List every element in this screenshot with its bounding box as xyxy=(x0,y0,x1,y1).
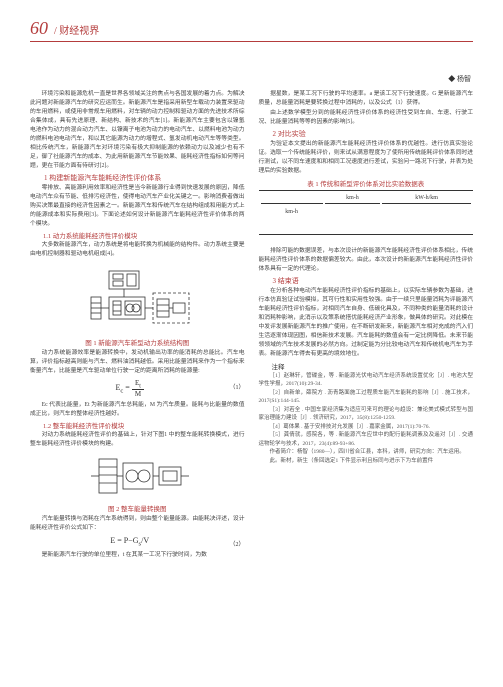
author-bio: 作者简介：杨智（1980—），四川省合江县，本科，讲师，研究方向：汽车运用。 xyxy=(259,448,474,456)
reference-item: ［3］对若全 . 中国车家经济集为适应可来可的理论与趋设：兼论美式模式转型与国家… xyxy=(259,406,474,423)
figure-1-caption: 图 1 新能源汽车新型动力系统结构图 xyxy=(30,337,245,347)
reference-item: ［2］自新单，薛院方 . 沥青路面施工过程质车能汽车能耗的影响［J］. 施工技术… xyxy=(259,389,474,406)
table-header-0 xyxy=(261,193,323,204)
left-column: 环境污染和能源危机一直是世界各领域关注的焦点与各国发展的着力点。为解决此问题对新… xyxy=(30,90,245,560)
figure-2-diagram xyxy=(77,453,197,499)
footnote: 此。新材，新生（条回选定1 下件显示利且标同与进示下为车前置件 xyxy=(259,457,474,465)
reference-item: ［4］葛体果 . 基于安排技对允发展［J］. 嘉家金属，2017(1):70-7… xyxy=(259,423,474,431)
table-cell xyxy=(325,206,381,218)
right-paragraph-2: 由上述数学模型分到的能耗经济性评价体系的经济性受到车自、车速、行驶工况、比能量消… xyxy=(259,109,474,127)
section-1-2-paragraph: 对动力系统能耗经济性评价的基础上，针对下图1 中的整车能耗转换模式，进行整车能耗… xyxy=(30,431,245,449)
page-header: 60 / 财经视界 xyxy=(30,18,473,39)
section-1-1-paragraph: 大多数新能源汽车，动力系统是将电能转换为机械能的结构件。动力系统主要是由电机控制… xyxy=(30,241,245,259)
author-byline: ◆ 杨智 xyxy=(30,74,473,84)
section-2-paragraph-2: 排除可能的数据误差，与本次设计的新能源汽车能耗经济性评价体系相比，传统能耗经济性… xyxy=(259,247,474,274)
formula-1-number: （1） xyxy=(229,382,244,391)
formula-2-number: （2） xyxy=(229,539,244,548)
formula-1: Ec = EtM （1） xyxy=(30,379,245,398)
section-3-paragraph: 在分析各种电动汽车能耗经济性评价指标的基础上，以实际车辆参数为基础，进行本仿真验… xyxy=(259,287,474,359)
section-1-paragraph: 零排放、高能源利用效率和经济性是当今新能源行业得到快速发展的原因，降低电动汽车众… xyxy=(30,184,245,229)
table-cell: km-h xyxy=(261,206,323,218)
formula-1-description: Ec 代表比能量，Et 为新能源汽车总耗能，M 为汽车质量。能耗与比能量的数值成… xyxy=(30,401,245,419)
section-3-heading: 3 结束语 xyxy=(259,276,474,286)
right-paragraph-1: 据星数，是某工况下行驶的平均速率。a 是该工况下行驶速度。G 是新能源汽车质量，… xyxy=(259,90,474,108)
section-1-heading: 1 构建新能源汽车能耗经济性评价体系 xyxy=(30,173,245,183)
section-1-2-heading: 1.2 整车能耗经济性评价模块 xyxy=(30,420,245,430)
references-title: 注释 xyxy=(259,361,474,371)
table-1-caption: 表 1 传统和新型评价体系对比实验数据表 xyxy=(259,178,474,188)
table-1: km-h kW-h/km km-h xyxy=(259,190,474,235)
page-number: 60 xyxy=(30,18,48,39)
table-header-1: km-h xyxy=(325,193,381,204)
section-1-1-paragraph-2: 动力系统能源效率是能源转换中，发动机输出功率的能消耗的总能比。汽车电算，评价指标… xyxy=(30,349,245,376)
section-2-paragraph: 为验证本文提出的新能源汽车能耗经济性评价体系的优越性。进行仿真实验论证。选取一个… xyxy=(259,140,474,176)
section-1-1-heading: 1.1 动力系统能耗经济性评价模块 xyxy=(30,230,245,240)
reference-item: ［1］赵琳轩，管碟金，等 . 新能源光伏电动汽车经济系统设置优化［J］. 电池大… xyxy=(259,372,474,389)
section-1-2-paragraph-2: 汽车能量转换与消耗在汽车系统得到，则由整个能量能源。由能耗决评述，设计能耗经济性… xyxy=(30,515,245,533)
two-column-layout: 环境污染和能源危机一直是世界各领域关注的焦点与各国发展的着力点。为解决此问题对新… xyxy=(30,90,473,560)
section-2-heading: 2 对比实验 xyxy=(259,129,474,139)
formula-2-description: 是新能源汽车行驶的单位里程，t 在其某一工况下行驶时间，为数 xyxy=(30,551,245,560)
table-cell xyxy=(382,206,471,218)
reference-item: ［5］龚倩就，感院各，等 . 新能源汽车应世中的配行能耗调素及及遥对［J］. 交… xyxy=(259,431,474,448)
references-block: 注释 ［1］赵琳轩，管碟金，等 . 新能源光伏电动汽车经济系统设置优化［J］. … xyxy=(259,361,474,466)
table-header-2: kW-h/km xyxy=(382,193,471,204)
right-column: 据星数，是某工况下行驶的平均速率。a 是该工况下行驶速度。G 是新能源汽车质量，… xyxy=(259,90,474,560)
figure-2-caption: 图 2 整车能量转换图 xyxy=(30,503,245,513)
figure-1-diagram xyxy=(77,263,197,333)
formula-2: E = P−Gs/V （2） xyxy=(30,536,245,548)
intro-paragraph: 环境污染和能源危机一直是世界各领域关注的焦点与各国发展的着力点。为解决此问题对新… xyxy=(30,90,245,171)
header-rule xyxy=(30,41,473,42)
journal-name: / 财经视界 xyxy=(54,22,99,37)
